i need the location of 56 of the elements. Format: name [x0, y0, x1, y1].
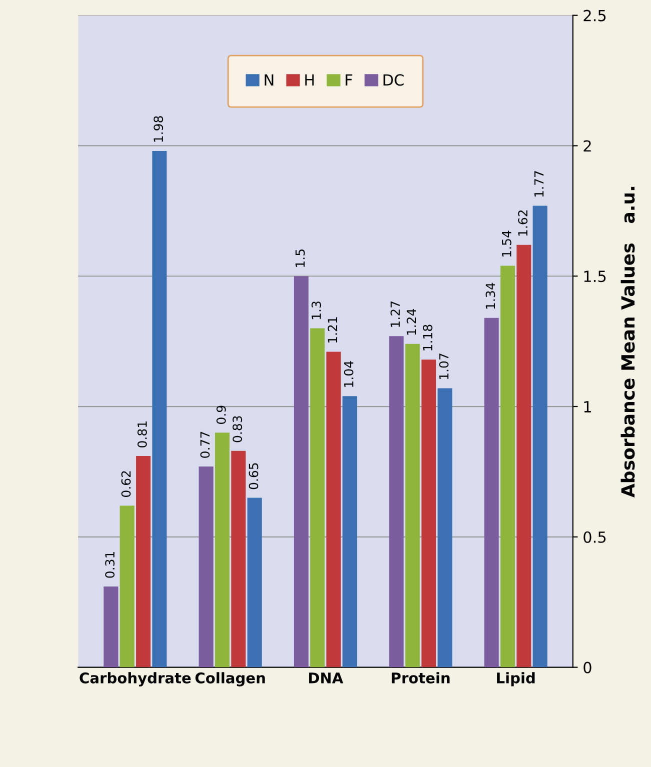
data-label: 0.81 [137, 422, 147, 448]
bar [421, 360, 436, 668]
data-label: 1.04 [344, 361, 354, 387]
bar [152, 150, 167, 668]
bar [389, 336, 404, 668]
bar [310, 328, 325, 668]
data-label: 1.07 [439, 354, 449, 380]
bar [405, 344, 420, 668]
bar [104, 586, 118, 668]
bar [136, 456, 151, 668]
data-label: 1.21 [328, 317, 338, 343]
bar [532, 206, 548, 668]
y-tick-label: 1.5 [584, 270, 606, 282]
data-label: 0.77 [200, 432, 210, 458]
data-label: 0.65 [248, 463, 258, 490]
legend-label: N [264, 74, 274, 86]
data-label: 1.24 [406, 308, 416, 335]
bar [214, 432, 230, 668]
bar [500, 266, 515, 668]
data-label: 1.62 [518, 210, 528, 236]
bar [247, 498, 262, 668]
legend-label: H [305, 74, 314, 86]
x-tick-label: Carbohydrate [80, 672, 191, 686]
x-tick-label: Lipid [497, 672, 535, 686]
data-label: 1.34 [486, 282, 496, 309]
bar [231, 450, 246, 668]
data-label: 1.18 [422, 324, 432, 350]
y-tick-label: 2.5 [584, 10, 606, 22]
bar [198, 466, 214, 668]
bar [438, 388, 452, 668]
x-tick-label: DNA [309, 672, 344, 684]
legend-label: DC [384, 74, 404, 86]
data-label: 0.62 [121, 471, 131, 497]
data-label: 0.31 [105, 552, 115, 578]
legend-label: F [346, 74, 352, 86]
data-label: 0.83 [232, 416, 242, 442]
y-tick-label: 1 [584, 401, 591, 412]
data-label: 1.54 [502, 230, 512, 256]
bar [484, 318, 499, 668]
data-label: 1.5 [296, 250, 305, 267]
y-axis-title: Absorbance Mean Values a.u. [620, 186, 635, 498]
bar [120, 506, 134, 668]
y-tick-label: 0.5 [584, 531, 606, 543]
data-label: 1.77 [534, 171, 544, 197]
bar [516, 244, 532, 668]
x-tick-label: Protein [392, 672, 450, 684]
data-label: 1.3 [312, 302, 322, 320]
data-label: 0.9 [216, 406, 226, 424]
data-label: 1.27 [390, 302, 400, 327]
y-tick-label: 0 [584, 662, 592, 674]
y-tick-label: 2 [584, 140, 591, 152]
bar [342, 396, 358, 668]
bar [326, 352, 341, 668]
x-tick-label: Collagen [195, 672, 265, 686]
data-label: 1.98 [154, 116, 164, 142]
bar [294, 276, 309, 668]
